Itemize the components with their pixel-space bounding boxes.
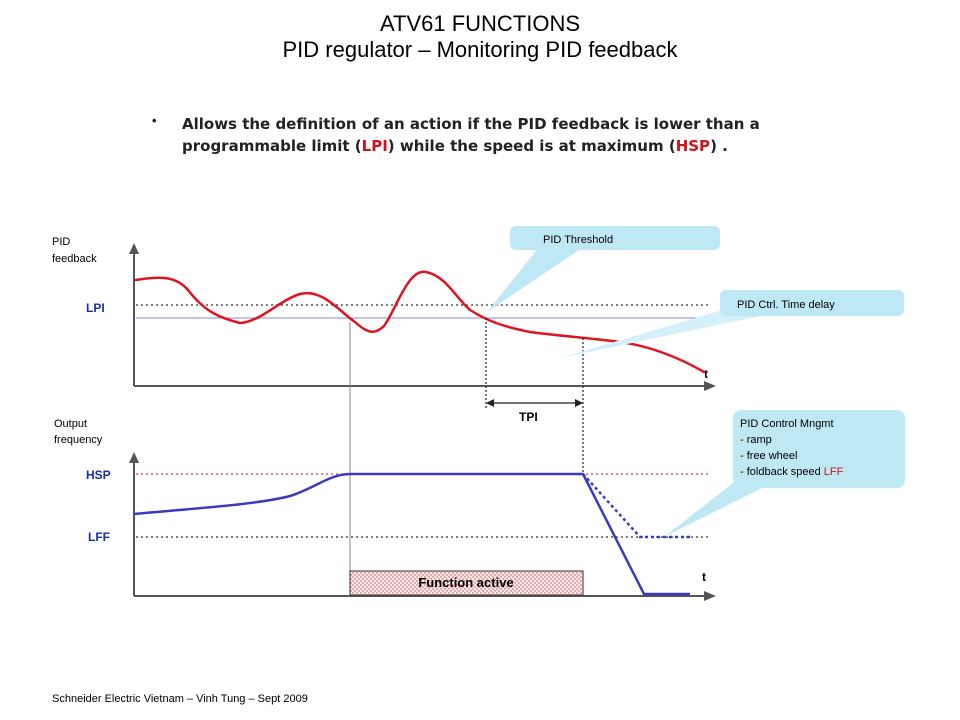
description-text: Allows the definition of an action if th…	[182, 113, 822, 157]
desc-part2: ) while the speed is at maximum (	[387, 137, 676, 155]
hsp-level-label: HSP	[86, 468, 111, 482]
desc-hsp: HSP	[675, 137, 711, 155]
tpi-arrow-right	[575, 399, 583, 407]
bottom-y-label-line1: Output	[54, 418, 87, 430]
bottom-y-arrow	[129, 452, 139, 463]
top-y-arrow	[129, 243, 139, 254]
bottom-x-arrow	[704, 591, 716, 601]
bullet-marker: •	[152, 113, 157, 128]
tpi-label: TPI	[519, 410, 538, 424]
function-active-label: Function active	[418, 575, 513, 590]
top-x-arrow	[704, 381, 716, 391]
callout-box	[733, 410, 905, 488]
pid-feedback-curve	[134, 270, 706, 374]
output-frequency-curve	[133, 472, 690, 596]
lpi-level-label: LPI	[86, 301, 105, 315]
bottom-graph: Output frequency HSP LFF t Function acti…	[54, 418, 716, 601]
callout-box	[720, 290, 904, 316]
top-t-label: t	[704, 367, 708, 381]
top-y-label-line1: PID	[52, 236, 70, 248]
function-active-box	[349, 570, 584, 596]
tpi-arrow-left	[486, 399, 494, 407]
desc-part3: ) .	[710, 137, 728, 155]
bottom-t-label: t	[702, 570, 706, 584]
slide-title: ATV61 FUNCTIONS	[379, 11, 581, 36]
lff-level-label: LFF	[88, 530, 110, 544]
foldback-curve	[582, 473, 690, 539]
foldback-prefix: - foldback speed	[740, 466, 824, 478]
desc-lpi: LPI	[361, 137, 388, 155]
callout-pointer	[487, 246, 585, 312]
callout-pointer	[664, 476, 770, 537]
callout-pid-control-title: PID Control Mngmt	[740, 418, 834, 430]
callout-box	[510, 226, 720, 250]
foldback-lff: LFF	[824, 466, 844, 478]
bottom-y-label-line2: frequency	[54, 434, 103, 446]
callout-pointer	[560, 306, 770, 358]
callout-pid-threshold-text: PID Threshold	[543, 234, 613, 246]
top-y-label-line2: feedback	[52, 253, 97, 265]
desc-part1: Allows the definition of an action if th…	[182, 115, 760, 155]
callout-pid-threshold: PID Threshold	[487, 226, 720, 312]
slide-subtitle: PID regulator – Monitoring PID feedback	[282, 37, 678, 62]
callout-pid-control-item-ramp: - ramp	[740, 434, 772, 446]
callout-pid-time-delay: PID Ctrl. Time delay	[560, 290, 904, 358]
callout-pid-control-item-foldback: - foldback speed LFF	[740, 466, 844, 478]
callout-pid-time-delay-text: PID Ctrl. Time delay	[737, 299, 835, 311]
callout-pid-control-item-freewheel: - free wheel	[740, 450, 797, 462]
callout-pid-control: PID Control Mngmt - ramp - free wheel - …	[664, 410, 905, 537]
footer-credit: Schneider Electric Vietnam – Vinh Tung –…	[52, 693, 308, 705]
top-graph: PID feedback LPI t TPI	[52, 236, 716, 476]
